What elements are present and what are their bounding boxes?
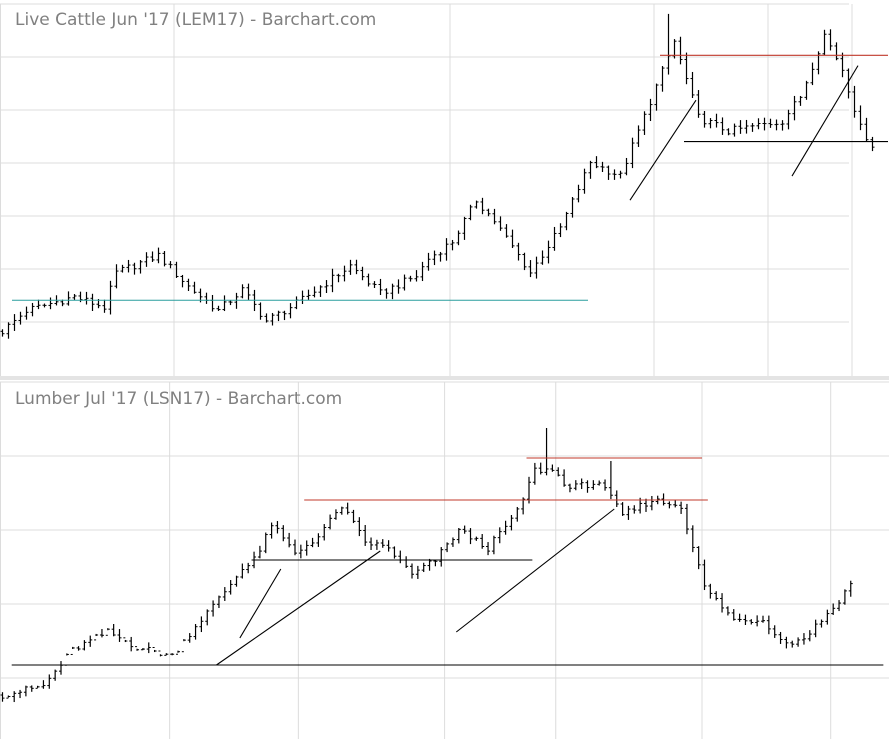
lumber-chart-panel: Lumber Jul '17 (LSN17) - Barchart.com (0, 380, 889, 739)
live-cattle-chart-svg (0, 3, 888, 376)
lumber-trend-line (216, 550, 381, 666)
lumber-chart-svg (0, 381, 889, 739)
cattle-trend-line (629, 99, 697, 201)
lumber-chart-title: Lumber Jul '17 (LSN17) - Barchart.com (15, 389, 343, 409)
lumber-trend-line (239, 568, 282, 639)
lumber-trend-line (455, 508, 615, 633)
live-cattle-chart-panel: Live Cattle Jun '17 (LEM17) - Barchart.c… (0, 3, 888, 376)
cattle-trend-line (791, 65, 859, 177)
panel-separator (0, 376, 889, 380)
live-cattle-chart-title: Live Cattle Jun '17 (LEM17) - Barchart.c… (15, 10, 377, 30)
